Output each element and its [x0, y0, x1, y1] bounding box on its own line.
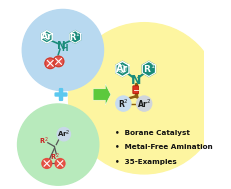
- Text: R$^2$: R$^2$: [51, 151, 60, 163]
- Text: N: N: [131, 74, 141, 87]
- Text: R$^2$: R$^2$: [39, 136, 49, 147]
- Text: Ar: Ar: [116, 64, 129, 74]
- Circle shape: [69, 23, 220, 174]
- Circle shape: [42, 159, 52, 168]
- Polygon shape: [116, 61, 129, 77]
- Circle shape: [45, 58, 55, 69]
- Text: R$^2$: R$^2$: [118, 97, 129, 110]
- Circle shape: [22, 9, 103, 91]
- Circle shape: [137, 96, 152, 111]
- Text: •  Borane Catalyst: • Borane Catalyst: [115, 130, 190, 136]
- Text: H: H: [61, 44, 68, 53]
- Polygon shape: [93, 84, 111, 105]
- Text: Ar: Ar: [41, 32, 53, 41]
- Text: Ar$^2$: Ar$^2$: [137, 97, 152, 110]
- Polygon shape: [70, 31, 81, 43]
- Polygon shape: [142, 61, 155, 77]
- Circle shape: [55, 159, 65, 168]
- Circle shape: [116, 96, 131, 111]
- Circle shape: [18, 104, 99, 185]
- Circle shape: [57, 128, 70, 141]
- FancyBboxPatch shape: [60, 89, 63, 100]
- Text: R$^1$: R$^1$: [143, 63, 155, 75]
- Text: •  35-Examples: • 35-Examples: [115, 159, 177, 165]
- Text: R$^1$: R$^1$: [69, 31, 81, 43]
- Text: •  Metal-Free Amination: • Metal-Free Amination: [115, 144, 213, 150]
- Text: N: N: [57, 41, 65, 51]
- Circle shape: [53, 56, 64, 67]
- Polygon shape: [119, 65, 126, 73]
- Text: Ar$^2$: Ar$^2$: [57, 129, 71, 140]
- Polygon shape: [44, 33, 50, 40]
- Polygon shape: [41, 31, 52, 43]
- FancyBboxPatch shape: [55, 93, 67, 96]
- FancyBboxPatch shape: [133, 86, 139, 94]
